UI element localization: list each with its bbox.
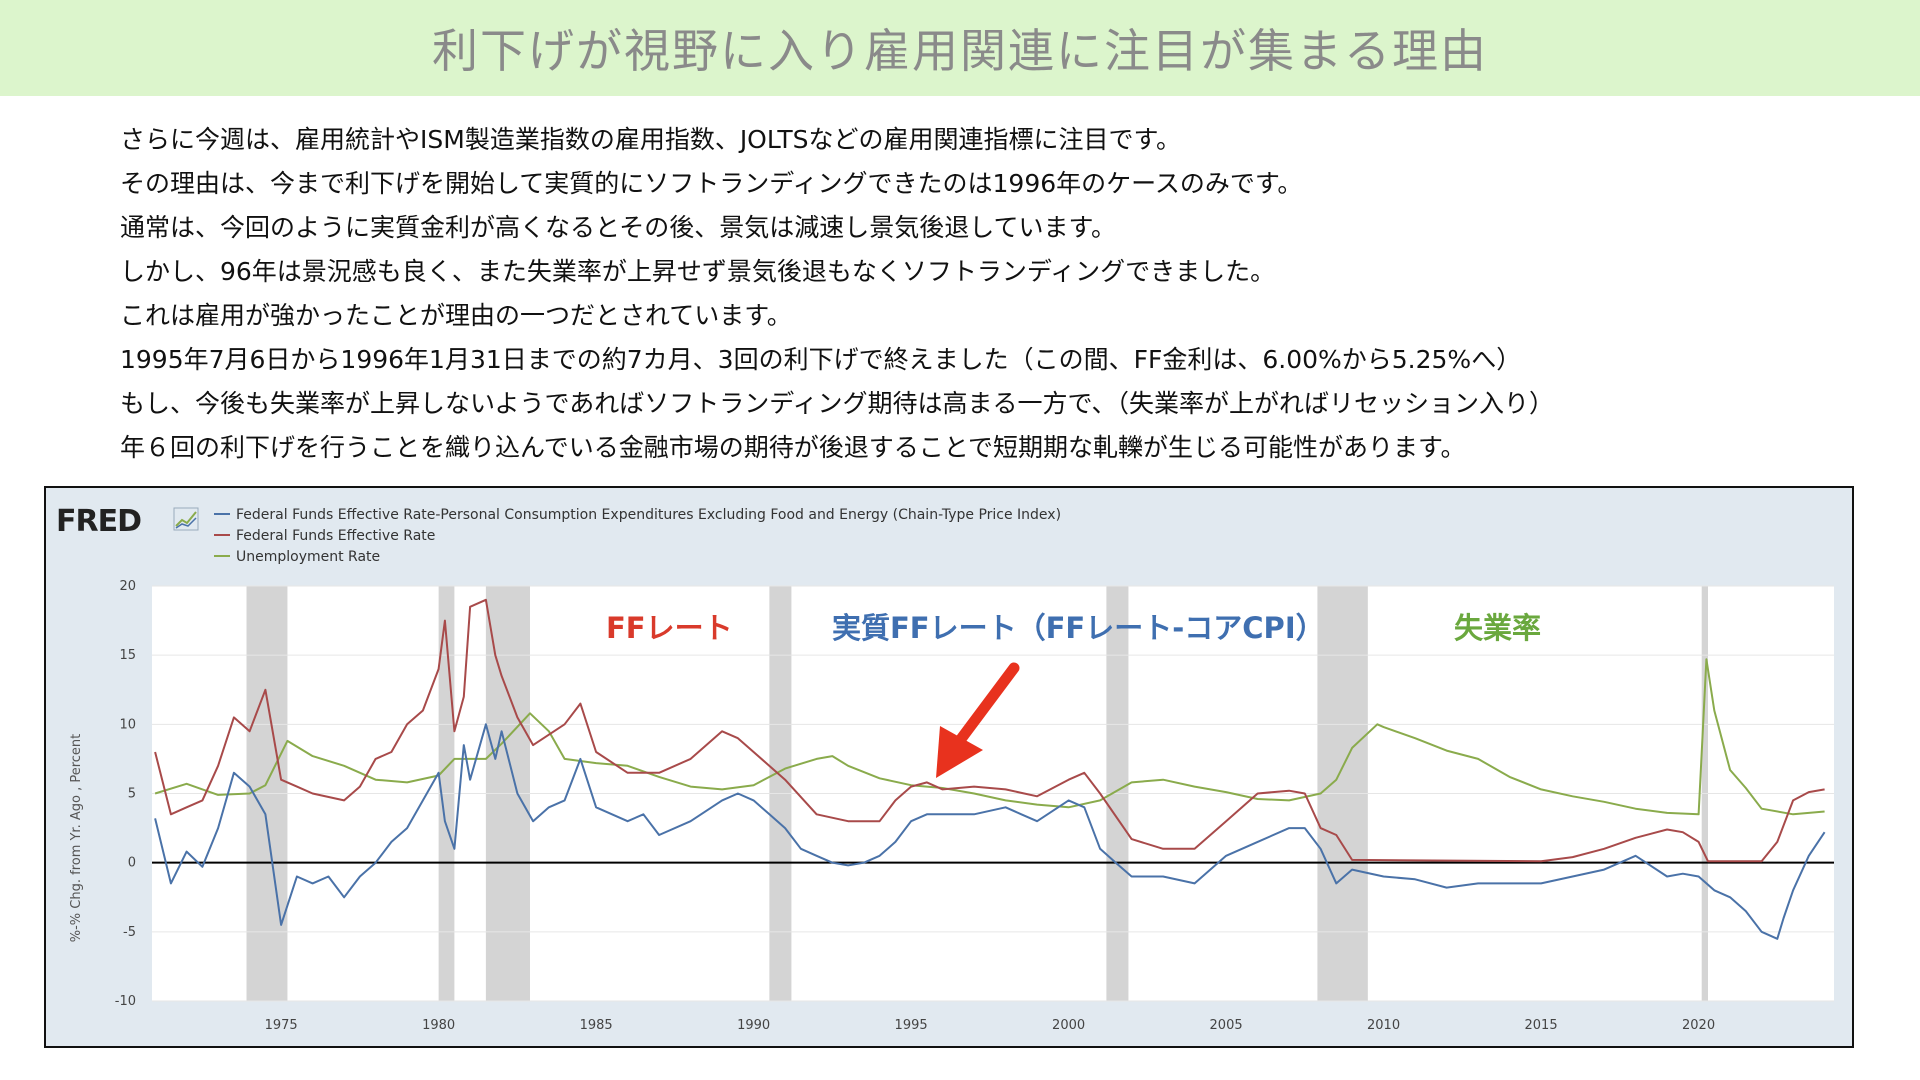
paragraph-line: しかし、96年は景況感も良く、また失業率が上昇せず景気後退もなくソフトランディン… [120, 257, 1276, 286]
x-tick-label: 1975 [265, 1018, 298, 1033]
annotation-ff-rate: FFレート [606, 611, 733, 645]
x-tick-label: 2000 [1052, 1018, 1085, 1033]
chart-svg: FRED Federal Funds Effective Rate-Person… [56, 504, 1834, 1033]
gridlines [152, 585, 1834, 1002]
fred-chart: FRED Federal Funds Effective Rate-Person… [44, 486, 1854, 1048]
x-tick-label: 2020 [1682, 1018, 1715, 1033]
chart-legend: Federal Funds Effective Rate-Personal Co… [214, 507, 1061, 565]
unemployment-line [154, 658, 1825, 816]
y-axis-label: %-% Chg. from Yr. Ago , Percent [69, 734, 84, 943]
y-tick-label: 15 [119, 648, 136, 663]
paragraph-line: さらに今週は、雇用統計やISM製造業指数の雇用指数、JOLTSなどの雇用関連指標… [120, 125, 1181, 154]
y-tick-label: -5 [123, 925, 136, 940]
red-arrow-icon [936, 662, 1020, 778]
paragraph-line: その理由は、今まで利下げを開始して実質的にソフトランディングできたのは1996年… [120, 169, 1303, 198]
body-text: さらに今週は、雇用統計やISM製造業指数の雇用指数、JOLTSなどの雇用関連指標… [120, 118, 1900, 470]
x-tick-label: 2005 [1210, 1018, 1243, 1033]
annotation-unemployment: 失業率 [1454, 611, 1541, 645]
x-tick-label: 1985 [580, 1018, 613, 1033]
annotation-real-ff-rate: 実質FFレート（FFレート-コアCPI） [832, 611, 1325, 645]
y-tick-label: 5 [128, 787, 136, 802]
x-tick-label: 1990 [737, 1018, 770, 1033]
fred-logo-icon [173, 507, 199, 531]
y-tick-labels: 20 15 10 5 0 -5 -10 [115, 579, 136, 1009]
y-tick-label: -10 [115, 994, 136, 1009]
x-tick-labels: 1975 1980 1985 1990 1995 2000 2005 2010 2015 2020 [265, 1018, 1716, 1033]
paragraph-line: もし、今後も失業率が上昇しないようであればソフトランディング期待は高まる一方で、… [120, 389, 1555, 418]
paragraph-line: 年６回の利下げを行うことを織り込んでいる金融市場の期待が後退することで短期期な軋… [120, 433, 1466, 462]
paragraph-line: 1995年7月6日から1996年1月31日までの約7カ月、3回の利下げで終えまし… [120, 345, 1522, 374]
legend-entry: Federal Funds Effective Rate-Personal Co… [236, 507, 1061, 523]
title-bar: 利下げが視野に入り雇用関連に注目が集まる理由 [0, 0, 1920, 96]
ff-rate-line [154, 598, 1825, 863]
x-tick-label: 2015 [1525, 1018, 1558, 1033]
legend-entry: Unemployment Rate [236, 549, 380, 565]
legend-entry: Federal Funds Effective Rate [236, 528, 435, 544]
fred-logo: FRED [56, 504, 141, 539]
real-ff-rate-line [154, 723, 1826, 940]
paragraph-line: これは雇用が強かったことが理由の一つだとされています。 [120, 301, 792, 330]
x-tick-label: 2010 [1367, 1018, 1400, 1033]
y-tick-label: 20 [119, 579, 136, 594]
series-lines [154, 598, 1826, 940]
x-tick-label: 1995 [895, 1018, 928, 1033]
x-tick-label: 1980 [422, 1018, 455, 1033]
paragraph-line: 通常は、今回のように実質金利が高くなるとその後、景気は減速し景気後退しています。 [120, 213, 1117, 242]
page-title: 利下げが視野に入り雇用関連に注目が集まる理由 [432, 24, 1488, 78]
y-tick-label: 0 [128, 856, 136, 871]
y-tick-label: 10 [119, 717, 136, 732]
